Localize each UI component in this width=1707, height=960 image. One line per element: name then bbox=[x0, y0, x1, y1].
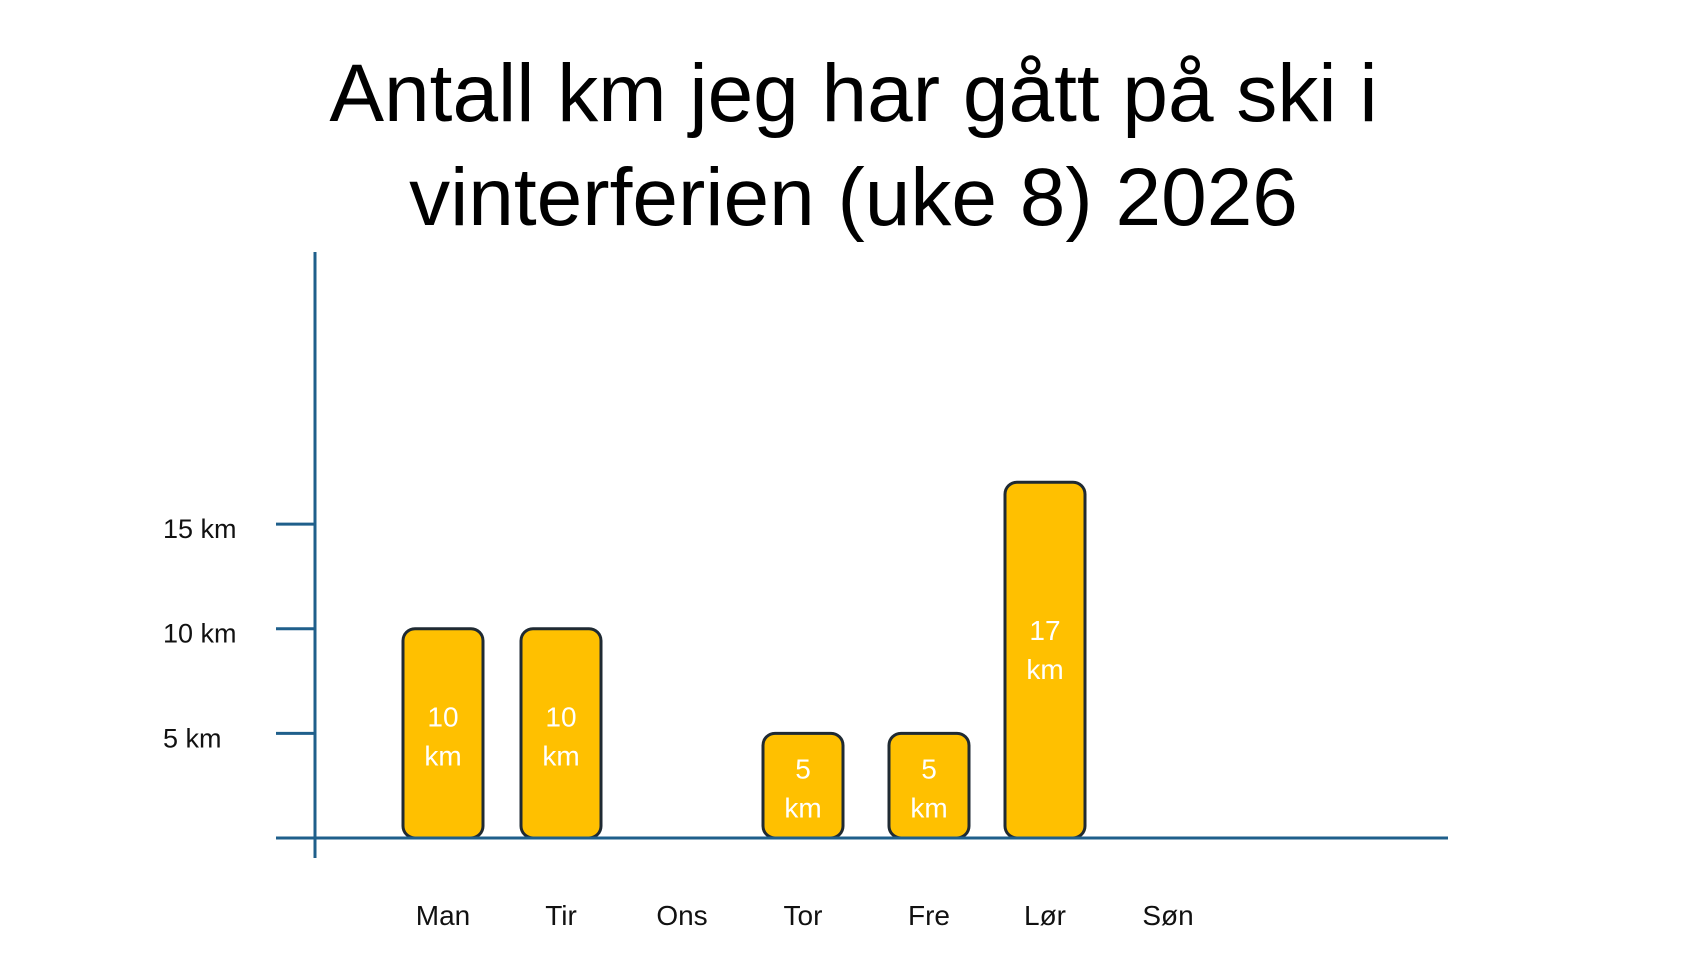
y-tick-label: 10 km bbox=[163, 619, 237, 649]
chart-title-line-1: Antall km jeg har gått på ski i bbox=[329, 48, 1378, 139]
x-category-label: Man bbox=[416, 900, 470, 931]
bar-value-label: km bbox=[542, 740, 579, 771]
x-category-label: Fre bbox=[908, 900, 950, 931]
y-tick-label: 5 km bbox=[163, 723, 222, 753]
bar-value-label: km bbox=[424, 740, 461, 771]
bar-value-label: 17 bbox=[1029, 615, 1060, 646]
bar-man bbox=[401, 627, 485, 840]
chart-title: Antall km jeg har gått på ski i vinterfe… bbox=[0, 42, 1707, 250]
bar-value-label: 5 bbox=[921, 754, 937, 785]
bar-tir bbox=[519, 627, 603, 840]
bar-value-label: km bbox=[784, 793, 821, 824]
chart-title-line-2: vinterferien (uke 8) 2026 bbox=[409, 152, 1298, 243]
bar-value-label: 5 bbox=[795, 754, 811, 785]
bar-value-label: 10 bbox=[427, 701, 458, 732]
bar-value-label: 10 bbox=[545, 701, 576, 732]
x-category-label: Tir bbox=[545, 900, 577, 931]
x-category-label: Tor bbox=[784, 900, 823, 931]
bars: 10 km 10 km 5 km 5 km 17 km bbox=[401, 480, 1087, 840]
x-category-label: Søn bbox=[1142, 900, 1193, 931]
x-category-label: Lør bbox=[1024, 900, 1066, 931]
bar-value-label: km bbox=[910, 793, 947, 824]
x-axis-labels: Man Tir Ons Tor Fre Lør Søn bbox=[416, 900, 1194, 931]
x-category-label: Ons bbox=[656, 900, 707, 931]
y-tick-label: 15 km bbox=[163, 514, 237, 544]
bar-value-label: km bbox=[1026, 654, 1063, 685]
y-axis-ticks: 5 km 10 km 15 km bbox=[163, 514, 315, 753]
